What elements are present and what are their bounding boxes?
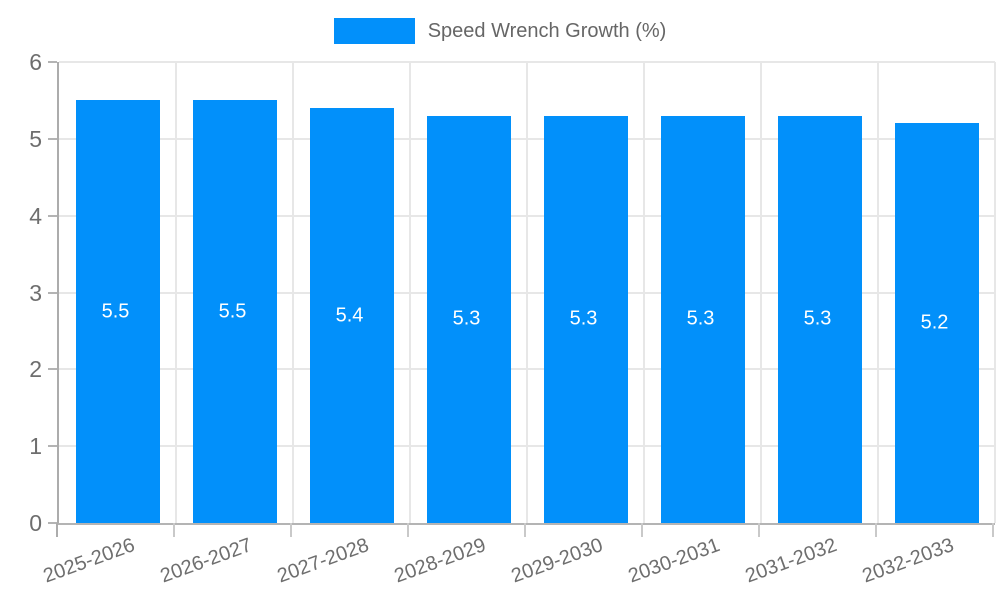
gridline-vertical	[643, 62, 645, 523]
bar[interactable]	[426, 115, 511, 523]
y-axis-tick	[48, 445, 57, 448]
x-axis-tick	[407, 523, 409, 537]
y-axis-label: 1	[29, 433, 42, 460]
bar[interactable]	[777, 115, 862, 523]
x-axis-label: 2029-2030	[508, 534, 606, 588]
y-axis-label: 6	[29, 49, 42, 75]
x-axis-tick	[641, 523, 643, 537]
x-axis-tick	[290, 523, 292, 537]
gridline-vertical	[526, 62, 528, 523]
bar-value-label: 5.3	[452, 307, 481, 330]
x-axis-label: 2025-2026	[40, 534, 138, 588]
plot-area	[57, 61, 996, 525]
y-axis-tick	[48, 368, 57, 371]
bar-value-label: 5.3	[686, 307, 715, 330]
x-axis-tick	[758, 523, 760, 537]
x-axis-label: 2026-2027	[157, 534, 255, 588]
y-axis-label: 2	[29, 356, 42, 383]
bar[interactable]	[192, 100, 277, 523]
bar-value-label: 5.3	[803, 307, 832, 330]
bar[interactable]	[543, 115, 628, 523]
y-axis-label: 0	[29, 510, 42, 536]
bar[interactable]	[660, 115, 745, 523]
gridline-vertical	[292, 62, 294, 523]
bar-value-label: 5.4	[335, 304, 364, 327]
x-axis-label: 2030-2031	[625, 534, 723, 588]
y-axis-tick	[48, 61, 57, 63]
bar-value-label: 5.2	[920, 311, 949, 334]
y-axis-label: 5	[29, 125, 42, 152]
y-axis-tick	[48, 522, 57, 524]
x-axis-tick	[173, 523, 175, 537]
y-axis-label: 4	[29, 202, 42, 229]
gridline-vertical	[409, 62, 411, 523]
x-axis-label: 2032-2033	[859, 534, 957, 588]
gridline-vertical	[760, 62, 762, 523]
gridline-vertical	[877, 62, 879, 523]
y-axis-tick	[48, 291, 57, 294]
y-axis-label: 3	[29, 279, 42, 306]
gridline-vertical	[994, 62, 996, 523]
bar[interactable]	[75, 100, 160, 523]
legend-label: Speed Wrench Growth (%)	[427, 19, 667, 42]
x-axis-label: 2027-2028	[274, 534, 372, 588]
chart-legend: Speed Wrench Growth (%)	[0, 18, 1000, 44]
bar-value-label: 5.5	[218, 300, 247, 323]
x-axis-tick	[524, 523, 526, 537]
bar-value-label: 5.5	[101, 300, 130, 323]
bar[interactable]	[309, 108, 394, 523]
bar-value-label: 5.3	[569, 307, 598, 330]
x-axis-label: 2028-2029	[391, 534, 489, 588]
x-axis-tick	[992, 523, 994, 537]
legend-swatch	[333, 18, 415, 44]
y-axis-tick	[48, 137, 57, 140]
x-axis-label: 2031-2032	[742, 534, 840, 588]
x-axis-tick	[56, 523, 58, 537]
x-axis-tick	[875, 523, 877, 537]
bar[interactable]	[894, 123, 979, 523]
gridline-vertical	[175, 62, 177, 523]
y-axis-tick	[48, 214, 57, 217]
